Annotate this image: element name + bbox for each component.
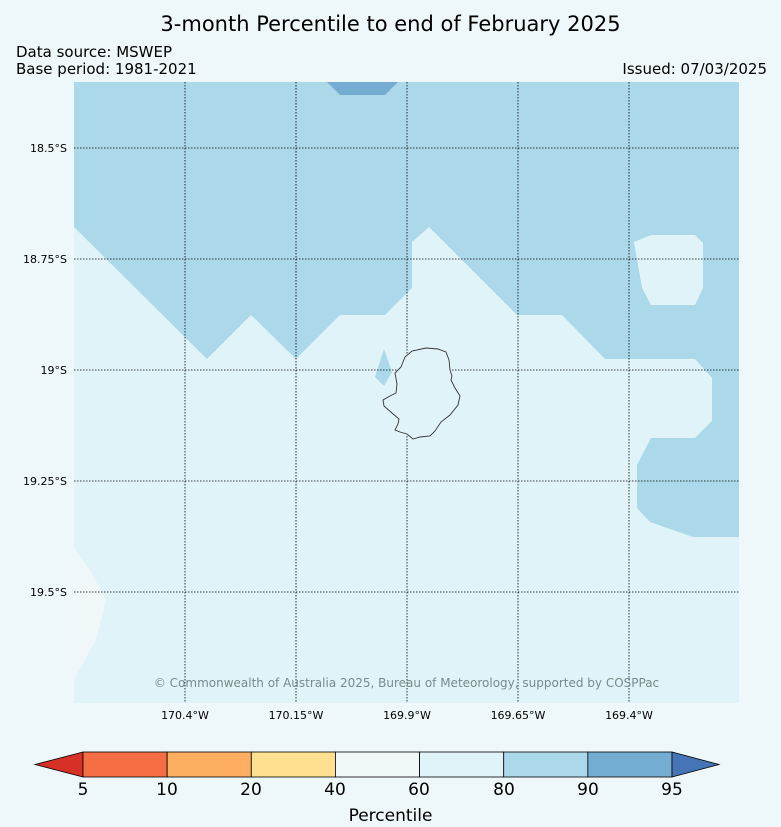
region-80-90-north [74,82,739,537]
lon-label: 170.15°W [268,709,324,722]
lon-label: 170.4°W [161,709,209,722]
colorbar-extend-high [671,751,721,778]
lat-label: 19.5°S [30,586,67,599]
colorbar-tick: 80 [493,780,515,800]
lat-label: 18.5°S [30,142,67,155]
colorbar-swatch [166,751,252,778]
issued-date: Issued: 07/03/2025 [622,60,767,78]
lon-label: 169.9°W [383,709,431,722]
colorbar-label: Percentile [348,806,433,826]
colorbar-swatch [82,751,168,778]
colorbar-tick: 60 [408,780,430,800]
colorbar-swatch [503,751,589,778]
lat-label: 19°S [40,364,67,377]
lon-label: 169.65°W [490,709,546,722]
colorbar-tick: 10 [156,780,178,800]
island-coastline [382,347,461,440]
region-90-95 [327,82,398,95]
lat-label: 18.75°S [23,253,67,266]
lat-label: 19.25°S [23,475,67,488]
colorbar-tick: 90 [577,780,599,800]
colorbar-swatch [335,751,420,778]
colorbar-swatch [419,751,505,778]
colorbar-tick: 20 [240,780,262,800]
lon-label: 169.4°W [605,709,653,722]
region-80-90-small [375,349,392,386]
colorbar-swatch [587,751,673,778]
data-source-text: Data source: MSWEP [16,43,173,61]
colorbar-extend-low [33,751,84,778]
colorbar-tick: 40 [324,780,346,800]
region-40-60 [74,548,106,680]
colorbar-tick: 5 [77,780,89,800]
colorbar-tick: 95 [661,780,683,800]
colorbar-swatch [250,751,336,778]
base-period-text: Base period: 1981-2021 [16,60,197,78]
data-source-info: Data source: MSWEP Base period: 1981-202… [16,44,197,78]
map-title: 3-month Percentile to end of February 20… [160,12,621,36]
region-60-80-east [634,235,703,305]
copyright-notice: © Commonwealth of Australia 2025, Bureau… [153,676,660,690]
